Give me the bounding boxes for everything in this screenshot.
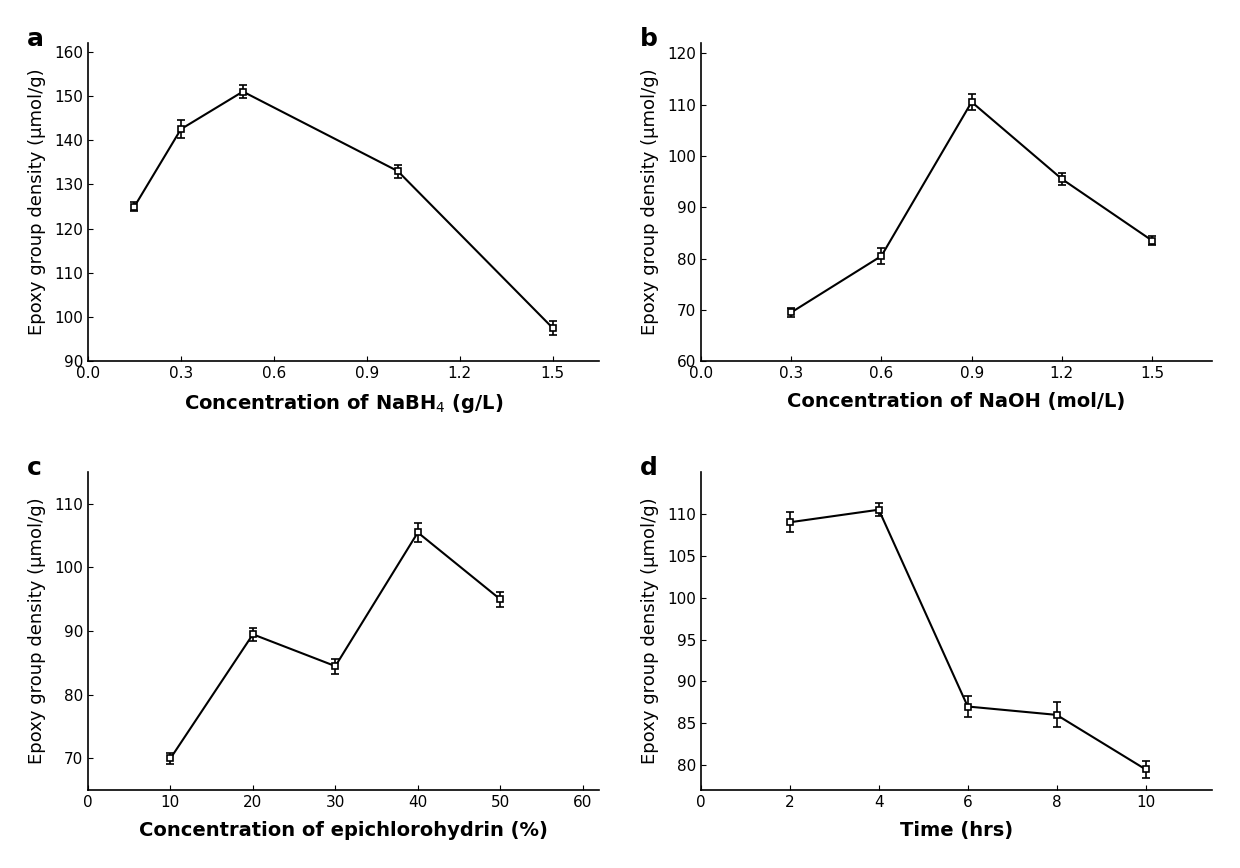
X-axis label: Time (hrs): Time (hrs) bbox=[900, 821, 1013, 840]
Text: a: a bbox=[26, 27, 43, 51]
Y-axis label: Epoxy group density (μmol/g): Epoxy group density (μmol/g) bbox=[29, 498, 46, 765]
X-axis label: Concentration of epichlorohydrin (%): Concentration of epichlorohydrin (%) bbox=[139, 821, 548, 840]
Text: b: b bbox=[640, 27, 657, 51]
Text: d: d bbox=[640, 456, 657, 480]
Y-axis label: Epoxy group density (μmol/g): Epoxy group density (μmol/g) bbox=[641, 498, 658, 765]
Text: c: c bbox=[26, 456, 41, 480]
Y-axis label: Epoxy group density (μmol/g): Epoxy group density (μmol/g) bbox=[27, 69, 46, 335]
X-axis label: Concentration of NaOH (mol/L): Concentration of NaOH (mol/L) bbox=[787, 392, 1126, 411]
X-axis label: Concentration of NaBH$_4$ (g/L): Concentration of NaBH$_4$ (g/L) bbox=[184, 392, 503, 415]
Y-axis label: Epoxy group density (μmol/g): Epoxy group density (μmol/g) bbox=[641, 69, 658, 335]
